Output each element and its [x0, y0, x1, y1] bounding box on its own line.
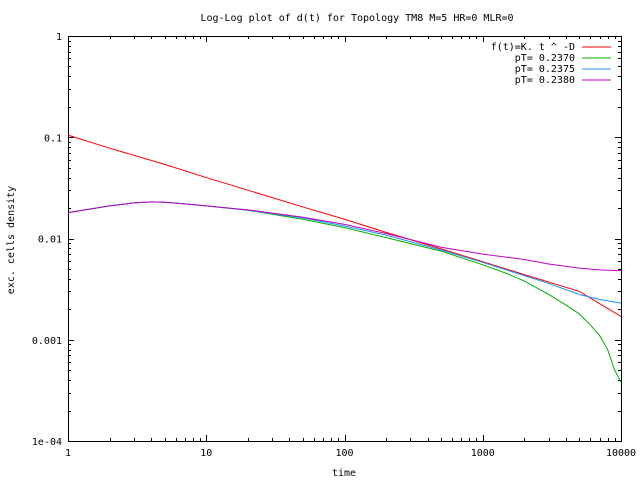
- ticks: 1 10 100 1000 10000 1e-04 0.001 0.01 0.1 1: [32, 32, 636, 459]
- chart-title: Log-Log plot of d(t) for Topology TM8 M=…: [200, 13, 513, 24]
- x-tick-label: 10000: [606, 448, 636, 459]
- x-tick-label: 1: [65, 448, 71, 459]
- x-tick-label: 100: [335, 448, 353, 459]
- y-tick-label: 0.001: [32, 336, 62, 347]
- series-lines: [67, 134, 622, 383]
- series-line-1: [67, 134, 622, 317]
- x-axis-label: time: [332, 468, 356, 479]
- plot-frame: [68, 36, 622, 442]
- legend-label: pT= 0.2370: [515, 53, 575, 64]
- legend-label: pT= 0.2380: [515, 75, 575, 86]
- series-line-2: [67, 201, 622, 383]
- y-tick-label: 0.01: [38, 235, 62, 246]
- y-tick-label: 1: [56, 32, 62, 43]
- series-line-4: [67, 201, 622, 272]
- y-axis-label: exc. cells density: [6, 186, 17, 294]
- series-line-3: [67, 201, 622, 304]
- y-tick-label: 1e-04: [32, 437, 62, 448]
- x-tick-label: 1000: [471, 448, 495, 459]
- y-tick-label: 0.1: [44, 133, 62, 144]
- legend-label: f(t)=K. t ^ -D: [491, 42, 575, 53]
- x-tick-label: 10: [200, 448, 212, 459]
- legend-label: pT= 0.2375: [515, 64, 575, 75]
